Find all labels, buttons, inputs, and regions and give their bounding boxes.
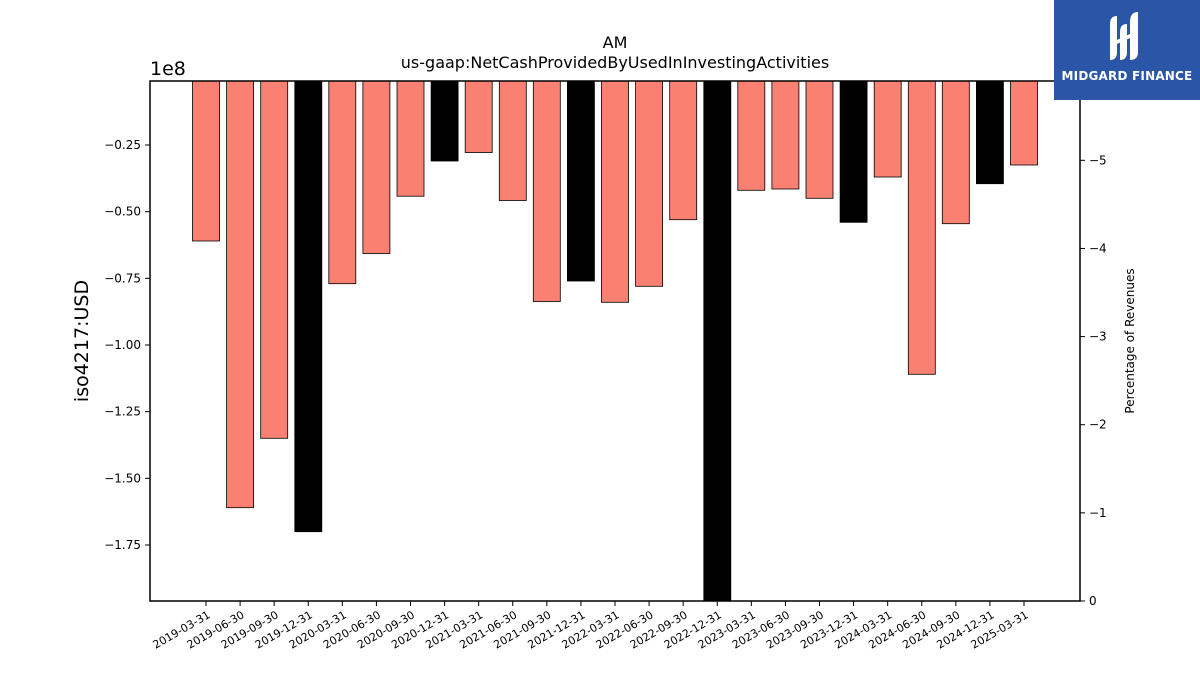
bar-2025-03-31 xyxy=(1010,80,1038,166)
bar-2023-09-30 xyxy=(805,80,834,199)
bar-2019-06-30 xyxy=(226,80,255,509)
bar-2019-09-30 xyxy=(260,80,289,439)
y-axis-label: iso4217:USD xyxy=(71,280,93,402)
bar-2022-06-30 xyxy=(635,80,663,287)
bar-2020-03-31 xyxy=(328,80,357,285)
bar-2024-06-30 xyxy=(907,80,936,375)
y-tick-label: −1.25 xyxy=(104,405,141,419)
y-axis-right-label: Percentage of Revenues xyxy=(1123,268,1137,413)
bars-group xyxy=(192,80,1038,602)
y-right-tick-label: 0 xyxy=(1089,594,1097,608)
bar-2021-06-30 xyxy=(498,80,527,201)
y-right-tick-label: −3 xyxy=(1089,330,1107,344)
bar-2023-03-31 xyxy=(737,80,766,191)
y-tick-label: −0.75 xyxy=(104,271,141,285)
bar-2022-03-31 xyxy=(601,80,629,303)
bar-2019-03-31 xyxy=(192,80,220,242)
y-right-tick-label: −5 xyxy=(1089,153,1107,167)
bar-2022-12-31 xyxy=(703,80,732,602)
y-tick-label: −1.75 xyxy=(104,538,141,552)
y-tick-label: −1.50 xyxy=(104,471,141,485)
bar-2019-12-31 xyxy=(294,80,323,533)
y-tick-label: −0.25 xyxy=(104,138,141,152)
bar-2020-12-31 xyxy=(430,80,459,162)
y-right-tick-label: −2 xyxy=(1089,418,1107,432)
bar-2024-12-31 xyxy=(976,80,1004,185)
chart-title: AM xyxy=(603,33,628,52)
bar-2021-12-31 xyxy=(567,80,595,282)
bar-2023-06-30 xyxy=(771,80,800,190)
y-offset-label: 1e8 xyxy=(150,58,186,80)
bar-2021-09-30 xyxy=(532,80,561,302)
y-tick-label: −1.00 xyxy=(104,338,141,352)
y-tick-label: −0.50 xyxy=(104,205,141,219)
bar-2020-06-30 xyxy=(362,80,391,254)
midgard-logo-icon xyxy=(1110,12,1138,60)
bar-2021-03-31 xyxy=(464,80,493,153)
y-right-tick-label: −4 xyxy=(1089,241,1107,255)
bar-2024-09-30 xyxy=(941,80,970,225)
bar-2020-09-30 xyxy=(396,80,425,197)
chart-subtitle: us-gaap:NetCashProvidedByUsedInInvesting… xyxy=(401,53,829,72)
bar-2023-12-31 xyxy=(839,80,868,223)
bar-2022-09-30 xyxy=(669,80,698,221)
brand-name: MIDGARD FINANCE xyxy=(1061,69,1193,83)
bar-2024-03-31 xyxy=(873,80,902,178)
y-right-tick-label: −1 xyxy=(1089,506,1107,520)
brand-logo: MIDGARD FINANCE xyxy=(1054,0,1200,100)
